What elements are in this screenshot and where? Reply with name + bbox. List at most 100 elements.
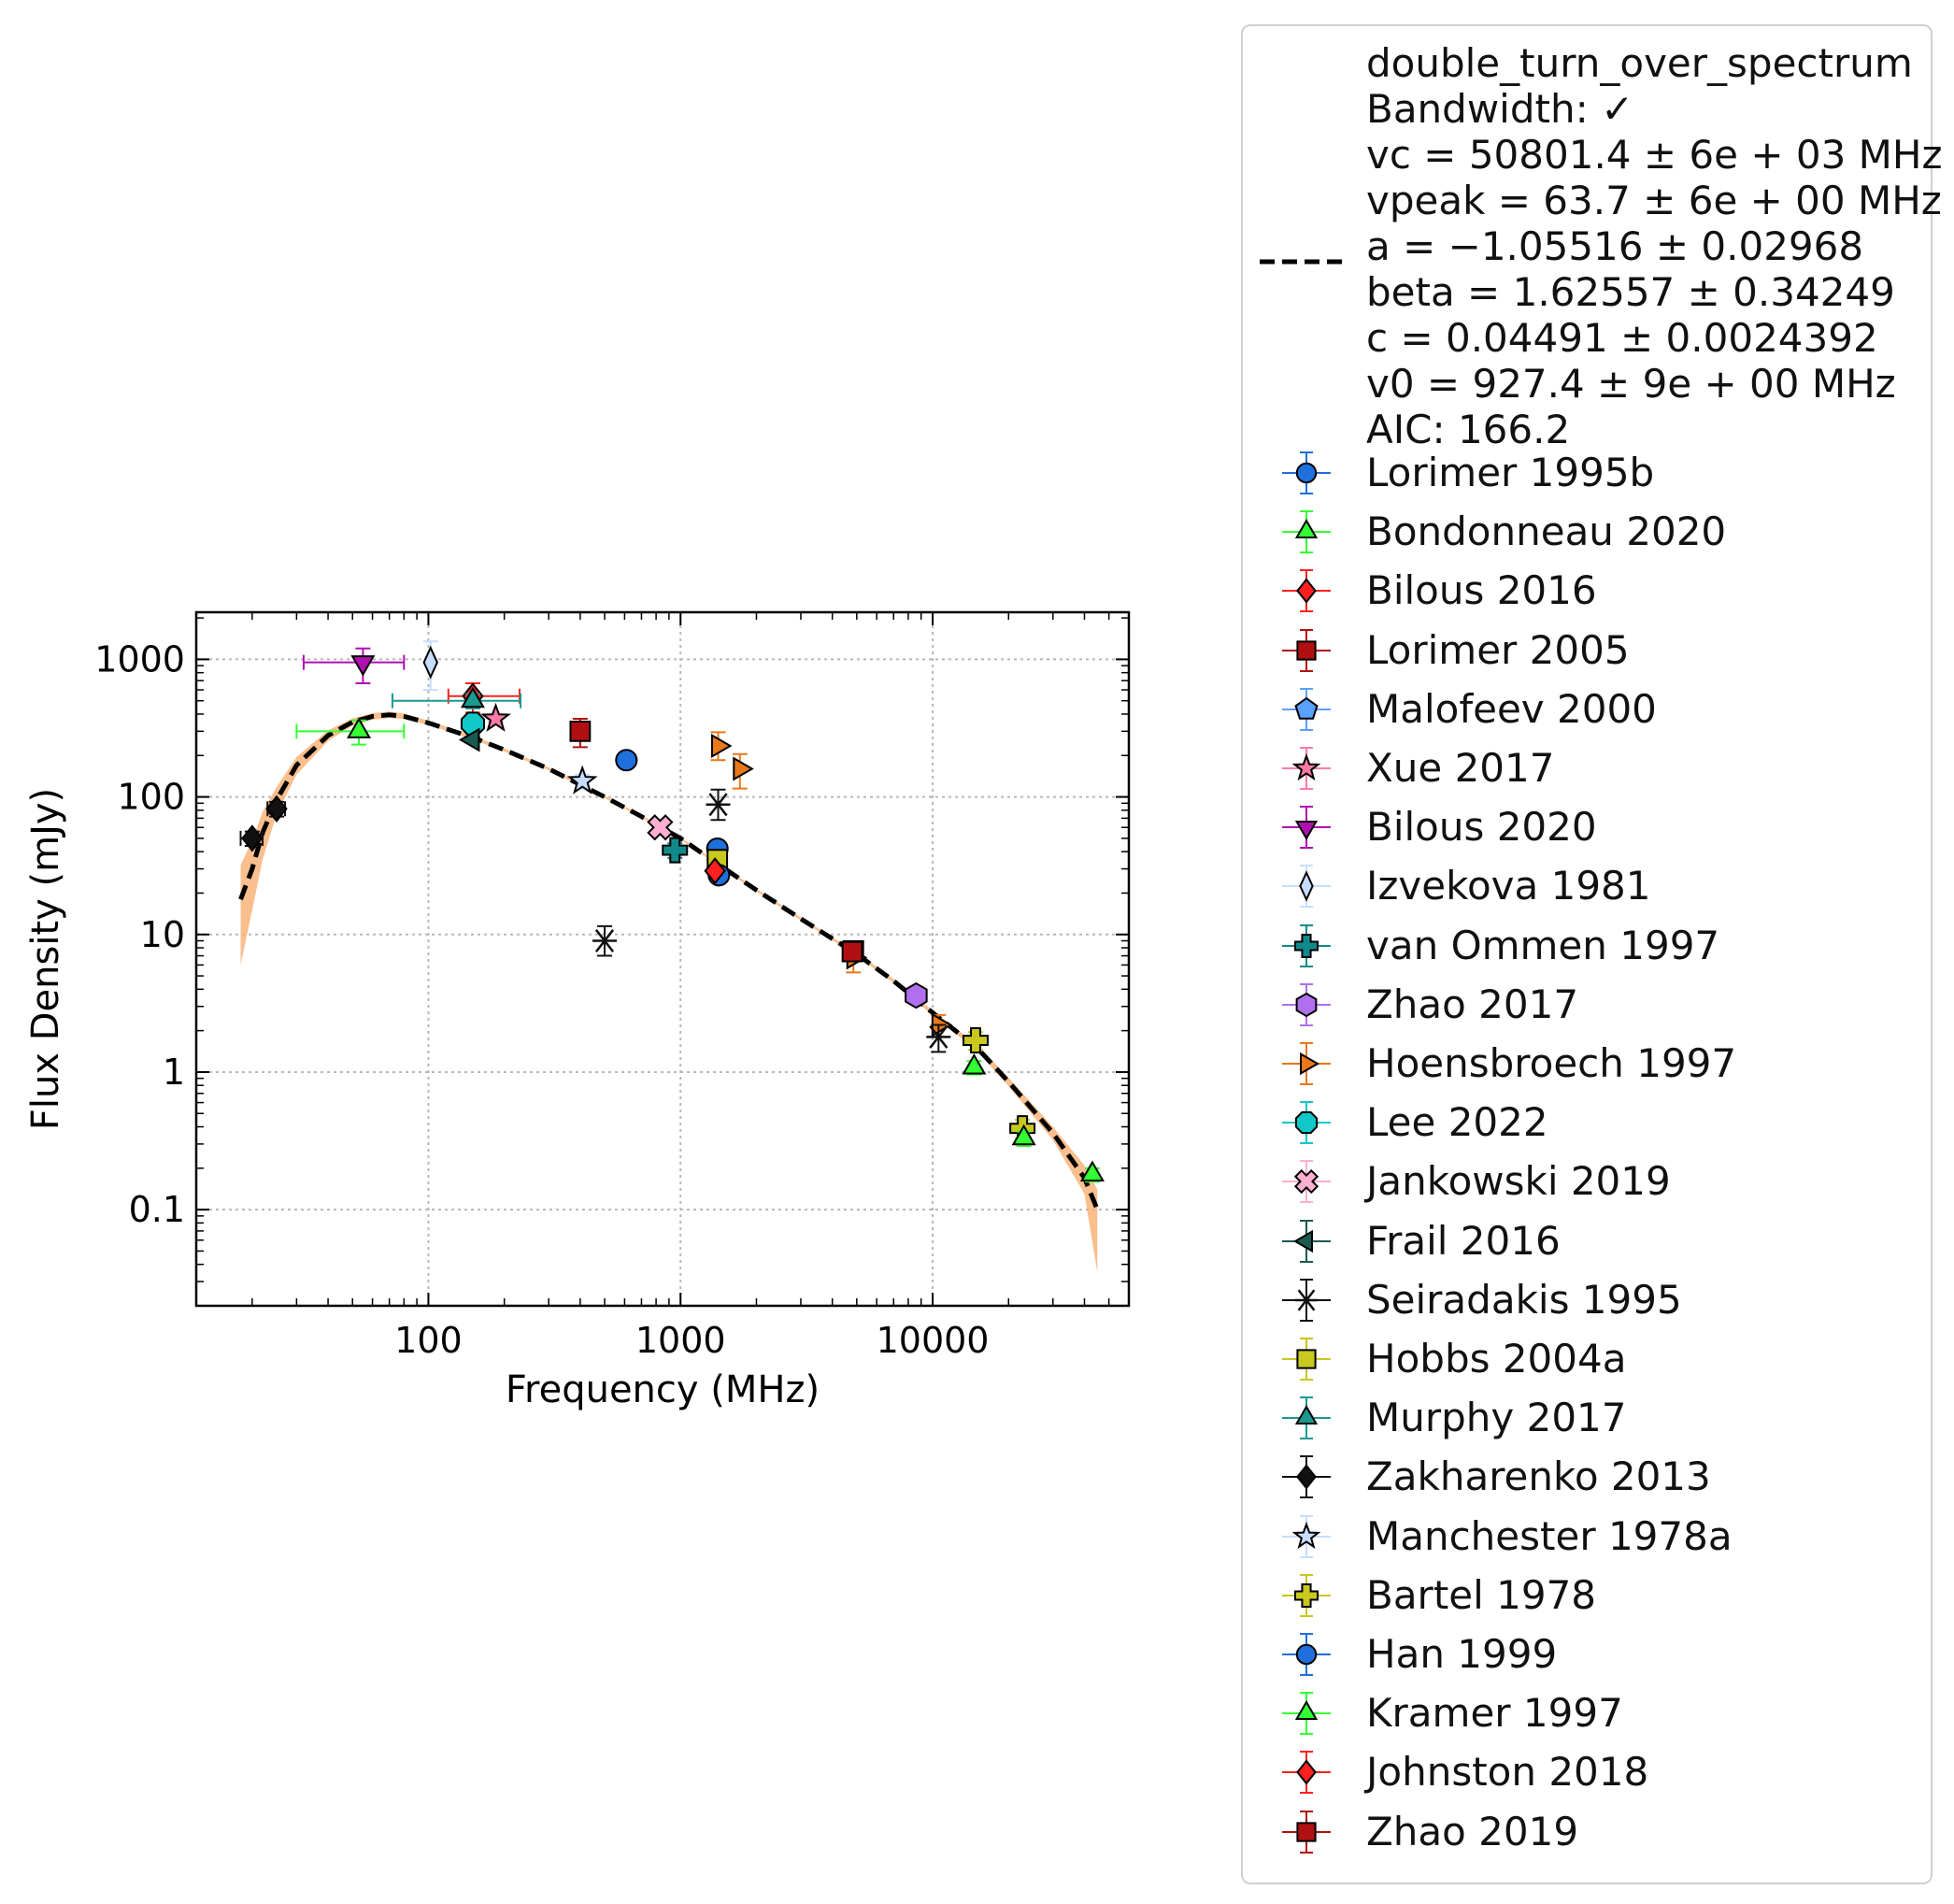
x-tick-label: 1000 bbox=[635, 1320, 726, 1361]
data-point bbox=[706, 788, 731, 822]
legend-symbol bbox=[1296, 1821, 1317, 1842]
legend-symbol bbox=[1295, 1289, 1318, 1311]
legend-symbol bbox=[1296, 1464, 1317, 1490]
data-point bbox=[841, 940, 863, 963]
asterisk-stroke bbox=[594, 929, 615, 952]
legend-symbol bbox=[1295, 462, 1318, 484]
legend-marker bbox=[1282, 569, 1331, 613]
data-point bbox=[460, 711, 485, 737]
legend-symbol bbox=[1296, 1349, 1317, 1369]
legend-label: Zhao 2017 bbox=[1366, 981, 1579, 1027]
legend-label: Han 1999 bbox=[1366, 1631, 1558, 1677]
data-point bbox=[569, 717, 592, 749]
legend-fit-label: double_turn_over_spectrum Bandwidth: ✓ v… bbox=[1366, 40, 1943, 452]
x-axis-label: Frequency (MHz) bbox=[506, 1368, 820, 1411]
legend-entry: Zakharenko 2013 bbox=[1243, 1453, 1931, 1500]
legend-entry: Hoensbroech 1997 bbox=[1243, 1040, 1931, 1087]
series-kramer-1997 bbox=[962, 1053, 1105, 1183]
legend-label: Xue 2017 bbox=[1366, 745, 1555, 791]
legend-marker bbox=[1282, 1692, 1331, 1736]
legend-marker bbox=[1282, 1751, 1331, 1795]
point-marker bbox=[347, 717, 372, 738]
legend-label: Kramer 1997 bbox=[1366, 1690, 1623, 1737]
point-marker bbox=[647, 814, 674, 841]
legend-label: Bilous 2016 bbox=[1366, 567, 1597, 614]
legend-label: Frail 2016 bbox=[1366, 1217, 1561, 1264]
series-johnston-2018 bbox=[704, 857, 726, 885]
series-manchester-1978a bbox=[566, 765, 598, 795]
data-point bbox=[265, 795, 288, 823]
legend-marker bbox=[1282, 687, 1331, 731]
legend-entry: Zhao 2019 bbox=[1243, 1809, 1931, 1855]
data-point bbox=[1079, 1160, 1105, 1183]
series-jankowski-2019 bbox=[647, 814, 674, 841]
legend-marker bbox=[1282, 923, 1331, 967]
data-point bbox=[480, 702, 511, 732]
point-marker bbox=[1079, 1160, 1105, 1182]
data-point bbox=[592, 924, 618, 957]
legend-symbol bbox=[1294, 821, 1319, 841]
legend-label: Bartel 1978 bbox=[1366, 1571, 1597, 1618]
legend-label: Zhao 2019 bbox=[1366, 1808, 1579, 1854]
series-murphy-2017 bbox=[391, 686, 522, 709]
legend-label: Murphy 2017 bbox=[1366, 1395, 1627, 1441]
point-marker bbox=[422, 645, 439, 680]
legend-label: Hoensbroech 1997 bbox=[1366, 1040, 1737, 1086]
legend-entry: Bartel 1978 bbox=[1243, 1572, 1931, 1619]
point-marker bbox=[962, 1027, 989, 1054]
point-marker bbox=[241, 824, 264, 852]
series-zhao-2019 bbox=[841, 940, 863, 963]
point-marker bbox=[905, 981, 928, 1009]
legend-marker bbox=[1282, 628, 1331, 672]
legend-entry: Jankowski 2019 bbox=[1243, 1158, 1931, 1205]
legend-label: Lorimer 2005 bbox=[1366, 626, 1630, 673]
series-bondonneau-2020 bbox=[295, 717, 406, 746]
data-point bbox=[447, 681, 521, 714]
legend-symbol bbox=[1294, 1700, 1319, 1721]
legend-marker bbox=[1282, 982, 1331, 1026]
data-point bbox=[905, 981, 928, 1009]
legend-symbol bbox=[1291, 1521, 1321, 1549]
data-point bbox=[647, 814, 674, 841]
legend-entry: Bondonneau 2020 bbox=[1243, 508, 1931, 555]
point-marker bbox=[350, 655, 376, 677]
legend-entry: Manchester 1978a bbox=[1243, 1513, 1931, 1560]
legend-label: Seiradakis 1995 bbox=[1366, 1276, 1682, 1323]
legend-entry: van Ommen 1997 bbox=[1243, 923, 1931, 969]
point-marker bbox=[841, 940, 863, 963]
legend-label: van Ommen 1997 bbox=[1366, 922, 1720, 968]
point-marker bbox=[460, 711, 485, 737]
legend-symbol bbox=[1293, 1169, 1319, 1195]
y-tick-label: 1 bbox=[163, 1052, 185, 1093]
point-marker bbox=[480, 702, 511, 732]
point-marker bbox=[733, 756, 754, 781]
asterisk-stroke bbox=[929, 1024, 948, 1049]
series-van-ommen-1997 bbox=[662, 837, 689, 864]
legend-label: Lorimer 1995b bbox=[1366, 450, 1655, 495]
fit-uncertainty-band bbox=[240, 711, 1098, 1273]
point-marker bbox=[1011, 1124, 1036, 1146]
data-point bbox=[566, 765, 598, 795]
point-marker bbox=[569, 720, 592, 742]
point-marker bbox=[592, 929, 618, 952]
legend-symbol bbox=[1295, 992, 1318, 1017]
legend-symbol bbox=[1299, 870, 1314, 903]
legend-symbol bbox=[1300, 1052, 1320, 1076]
legend-marker bbox=[1282, 806, 1331, 850]
legend-marker bbox=[1282, 1278, 1331, 1322]
point-marker bbox=[926, 1024, 951, 1049]
legend-symbol bbox=[1296, 639, 1317, 661]
series-seiradakis-1995 bbox=[592, 788, 951, 1053]
legend-marker bbox=[1282, 747, 1331, 790]
y-tick-label: 10 bbox=[140, 914, 185, 955]
legend-symbol bbox=[1294, 1582, 1319, 1608]
legend-label: Jankowski 2019 bbox=[1366, 1158, 1671, 1205]
legend-marker bbox=[1282, 1514, 1331, 1558]
legend-entry: Lee 2022 bbox=[1243, 1099, 1931, 1146]
legend-symbol bbox=[1296, 578, 1317, 604]
point-marker bbox=[662, 837, 689, 864]
legend-symbol bbox=[1294, 1405, 1319, 1425]
point-marker bbox=[962, 1053, 987, 1075]
legend: double_turn_over_spectrum Bandwidth: ✓ v… bbox=[1241, 24, 1943, 1884]
legend-label: Hobbs 2004a bbox=[1366, 1336, 1627, 1381]
